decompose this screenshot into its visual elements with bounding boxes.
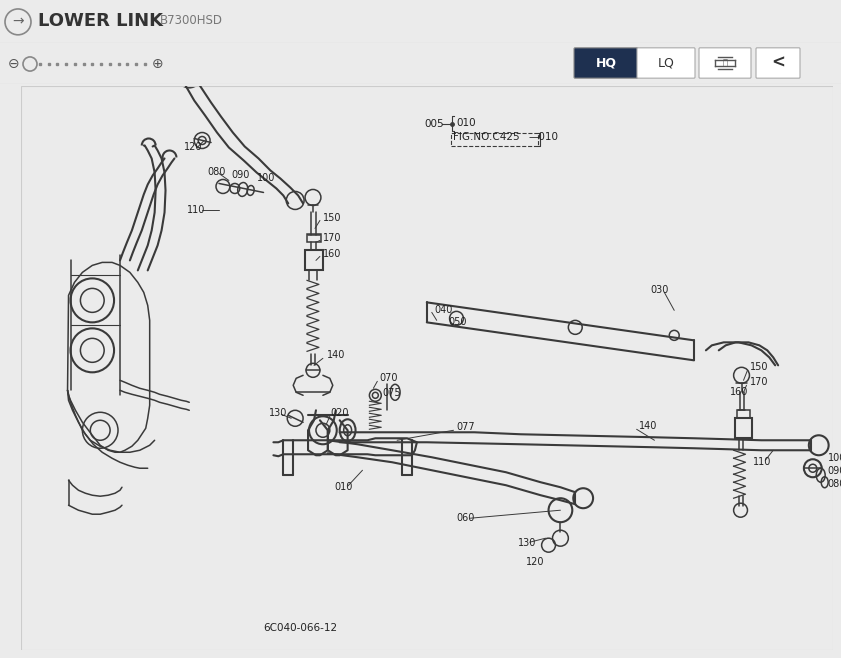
Text: 060: 060 bbox=[457, 513, 475, 523]
Text: 120: 120 bbox=[184, 143, 203, 153]
Text: 080: 080 bbox=[207, 168, 225, 178]
Text: 110: 110 bbox=[754, 457, 772, 467]
Bar bbox=[305, 251, 323, 270]
Text: 160: 160 bbox=[730, 388, 748, 397]
Text: 130: 130 bbox=[268, 408, 287, 418]
Text: LQ: LQ bbox=[658, 57, 674, 70]
Text: 160: 160 bbox=[323, 249, 341, 259]
Text: 170: 170 bbox=[323, 234, 341, 243]
Text: ⬛: ⬛ bbox=[722, 59, 727, 68]
Text: 120: 120 bbox=[526, 557, 544, 567]
Text: 030: 030 bbox=[650, 286, 669, 295]
FancyBboxPatch shape bbox=[574, 48, 638, 78]
Text: 090: 090 bbox=[232, 170, 251, 180]
Text: 050: 050 bbox=[448, 317, 467, 328]
Text: 130: 130 bbox=[518, 538, 537, 548]
Bar bbox=[307, 234, 321, 242]
Text: 080: 080 bbox=[828, 479, 841, 490]
Text: 010: 010 bbox=[457, 118, 476, 128]
Bar bbox=[737, 411, 750, 418]
Text: 090: 090 bbox=[828, 467, 841, 476]
Text: 077: 077 bbox=[457, 422, 475, 432]
Text: FIG.NO.C425: FIG.NO.C425 bbox=[452, 132, 519, 143]
Text: 070: 070 bbox=[379, 373, 398, 384]
Text: 170: 170 bbox=[749, 377, 768, 388]
FancyBboxPatch shape bbox=[756, 48, 800, 78]
Text: 040: 040 bbox=[435, 305, 453, 315]
Text: 005: 005 bbox=[425, 118, 444, 128]
Text: 020: 020 bbox=[331, 408, 349, 418]
FancyBboxPatch shape bbox=[699, 48, 751, 78]
Text: ⊖: ⊖ bbox=[8, 57, 20, 71]
Bar bbox=[734, 418, 753, 438]
Text: 150: 150 bbox=[323, 213, 341, 224]
Text: 075: 075 bbox=[383, 388, 401, 398]
Text: →: → bbox=[12, 15, 24, 29]
Text: 110: 110 bbox=[188, 205, 206, 215]
Bar bbox=[451, 132, 537, 147]
Text: 010: 010 bbox=[335, 482, 353, 492]
Text: 150: 150 bbox=[749, 363, 768, 372]
Text: LOWER LINK: LOWER LINK bbox=[38, 12, 163, 30]
Text: —010: —010 bbox=[529, 132, 558, 143]
Text: 100: 100 bbox=[828, 453, 841, 463]
Text: 6C040-066-12: 6C040-066-12 bbox=[263, 623, 337, 633]
Text: ⊕: ⊕ bbox=[152, 57, 164, 71]
Text: 140: 140 bbox=[327, 350, 345, 361]
Text: B7300HSD: B7300HSD bbox=[160, 14, 223, 28]
Text: HQ: HQ bbox=[595, 57, 616, 70]
FancyBboxPatch shape bbox=[637, 48, 695, 78]
Text: 100: 100 bbox=[257, 174, 275, 184]
Text: <: < bbox=[771, 54, 785, 72]
Text: 140: 140 bbox=[638, 421, 657, 431]
